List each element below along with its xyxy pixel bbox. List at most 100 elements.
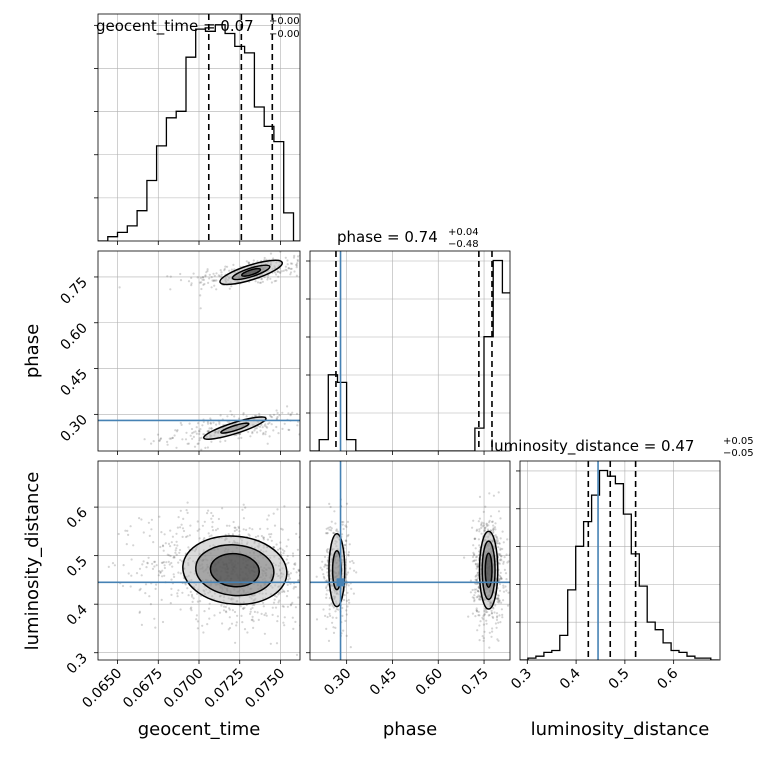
- sample-point: [228, 269, 231, 272]
- sample-point: [208, 602, 211, 605]
- sample-point: [313, 558, 315, 560]
- panel-frame: [97, 460, 301, 661]
- sample-point: [228, 616, 231, 619]
- sample-point: [211, 279, 214, 282]
- sample-point: [270, 423, 273, 426]
- sample-point: [185, 535, 188, 539]
- sample-point: [483, 526, 487, 529]
- sample-point: [493, 611, 496, 614]
- x-tick-label: 0.6: [654, 665, 681, 692]
- sample-point: [286, 589, 289, 593]
- sample-point: [199, 294, 202, 297]
- x-axis-label-geocent-time: geocent_time: [138, 719, 261, 740]
- sample-point: [208, 607, 211, 610]
- sample-point: [281, 427, 284, 430]
- sample-point: [127, 533, 130, 537]
- sample-point: [215, 423, 218, 426]
- sample-point: [475, 579, 478, 582]
- sample-point: [319, 599, 321, 601]
- sample-point: [322, 541, 324, 543]
- sample-point: [345, 609, 348, 612]
- sample-point: [289, 572, 292, 575]
- sample-point: [275, 409, 278, 412]
- sample-point: [503, 556, 506, 559]
- sample-point: [263, 632, 266, 635]
- sample-point: [249, 435, 252, 438]
- sample-point: [126, 529, 129, 533]
- sample-point: [240, 436, 243, 439]
- sample-point: [497, 597, 500, 600]
- sample-point: [138, 610, 141, 613]
- sample-point: [496, 600, 499, 604]
- sample-point: [476, 610, 479, 613]
- sample-point: [330, 520, 333, 523]
- sample-point: [147, 521, 150, 524]
- sample-point: [194, 430, 197, 433]
- sample-point: [159, 571, 162, 575]
- sample-point: [247, 533, 250, 536]
- sample-point: [216, 527, 219, 530]
- sample-point: [474, 615, 477, 618]
- y-axis-label-luminosity-distance: luminosity_distance: [22, 472, 43, 651]
- sample-point: [497, 594, 500, 597]
- sample-point: [490, 612, 493, 615]
- sample-point: [198, 439, 201, 442]
- sample-point: [499, 553, 502, 556]
- sample-point: [253, 610, 256, 614]
- sample-point: [349, 646, 352, 649]
- sample-point: [300, 539, 302, 541]
- sample-point: [295, 264, 298, 267]
- sample-point: [287, 267, 291, 270]
- sample-point: [153, 565, 156, 568]
- sample-point: [268, 533, 271, 536]
- sample-point: [345, 573, 348, 576]
- sample-point: [506, 604, 510, 607]
- sample-point: [485, 522, 488, 525]
- sample-point: [253, 414, 256, 417]
- sample-point: [232, 520, 235, 524]
- sample-point: [492, 531, 495, 534]
- sample-point: [495, 535, 498, 539]
- sample-point: [257, 535, 260, 538]
- sample-point: [504, 572, 508, 575]
- sample-point: [276, 270, 279, 273]
- sample-point: [303, 263, 305, 265]
- sample-point: [345, 583, 348, 586]
- sample-point: [326, 589, 329, 592]
- sample-point: [121, 584, 125, 588]
- sample-point: [197, 422, 200, 425]
- sample-point: [494, 534, 497, 537]
- sample-point: [240, 614, 243, 618]
- sample-point: [210, 427, 213, 430]
- sample-point: [499, 577, 502, 580]
- sample-point: [324, 563, 327, 566]
- sample-point: [325, 593, 328, 596]
- sample-point: [208, 277, 211, 280]
- sample-point: [469, 579, 472, 582]
- sample-point: [305, 575, 307, 577]
- sample-point: [278, 599, 281, 602]
- sample-point: [156, 433, 160, 436]
- sample-point: [289, 604, 292, 607]
- sample-point: [267, 422, 270, 425]
- sample-point: [499, 576, 502, 579]
- sample-point: [210, 276, 213, 279]
- sample-point: [477, 538, 480, 541]
- sample-point: [198, 281, 202, 284]
- sample-point: [129, 585, 132, 588]
- sample-point: [275, 595, 278, 598]
- sample-point: [226, 415, 229, 418]
- sample-point: [484, 611, 487, 614]
- sample-point: [312, 605, 314, 607]
- sample-point: [247, 261, 250, 264]
- sample-point: [330, 602, 333, 605]
- sample-point: [478, 544, 481, 547]
- sample-point: [272, 546, 275, 549]
- sample-point: [264, 433, 267, 436]
- sample-point: [282, 269, 285, 272]
- sample-point: [283, 422, 286, 425]
- sample-point: [159, 545, 162, 549]
- sample-point: [174, 551, 177, 554]
- sample-point: [186, 501, 189, 504]
- sample-point: [253, 603, 256, 607]
